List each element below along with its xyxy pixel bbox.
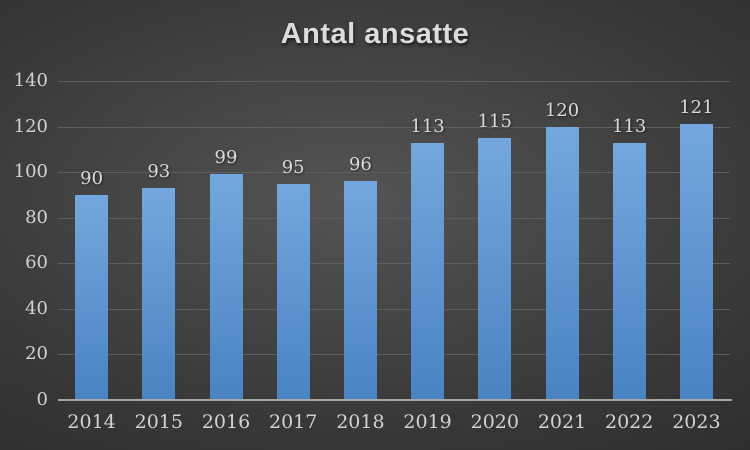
bar-value-label: 99	[214, 147, 238, 169]
y-axis-label: 140	[13, 70, 48, 91]
bar	[209, 174, 243, 399]
y-axis-label: 20	[25, 343, 48, 365]
bar	[343, 181, 377, 399]
bar-value-label: 93	[147, 161, 171, 183]
gridline	[58, 354, 730, 356]
x-axis-label: 2017	[269, 411, 318, 433]
x-axis-label: 2019	[403, 411, 452, 433]
bar	[545, 126, 579, 399]
x-axis-label: 2016	[201, 411, 251, 433]
bar	[276, 183, 310, 399]
bar	[478, 137, 512, 399]
bar	[75, 194, 109, 399]
bar-value-label: 115	[477, 110, 512, 132]
y-axis-label: 100	[13, 161, 48, 183]
x-axis-label: 2021	[537, 411, 587, 433]
x-axis-label: 2018	[336, 411, 385, 433]
bar-value-label: 95	[281, 156, 305, 178]
x-axis-label: 2020	[470, 411, 519, 433]
gridline	[58, 172, 730, 174]
x-axis-label: 2015	[134, 411, 183, 433]
gridline	[58, 81, 730, 82]
y-axis-label: 40	[25, 297, 48, 319]
x-axis-label: 2014	[67, 411, 116, 433]
gridline	[58, 217, 730, 219]
bar-value-label: 120	[544, 99, 580, 121]
y-axis-label: 120	[13, 115, 48, 137]
x-axis-line	[58, 399, 732, 401]
x-axis-label: 2022	[605, 411, 654, 433]
x-axis-label: 2023	[672, 411, 721, 433]
bar-value-label: 113	[410, 115, 445, 137]
chart-title: Antal ansatte	[280, 18, 470, 50]
gridline	[58, 126, 730, 128]
bar-value-label: 113	[612, 115, 647, 137]
y-axis-label: 60	[25, 252, 48, 274]
bar	[679, 124, 713, 399]
bar-value-label: 121	[679, 97, 714, 119]
y-axis-label: 0	[36, 389, 48, 410]
bar-value-label: 96	[348, 154, 372, 176]
bar	[142, 188, 176, 399]
gridline	[58, 263, 730, 265]
bar	[612, 142, 646, 399]
bar-value-label: 90	[80, 167, 104, 189]
gridline	[58, 308, 730, 310]
y-axis-label: 80	[25, 206, 48, 228]
bar	[411, 142, 445, 399]
